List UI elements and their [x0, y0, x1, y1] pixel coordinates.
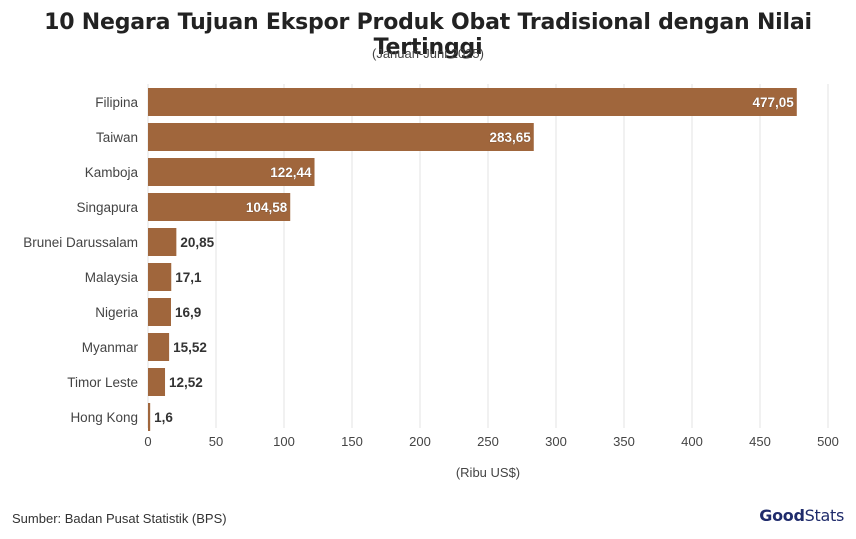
- data-label: 12,52: [169, 375, 203, 390]
- x-tick-label: 300: [545, 434, 567, 449]
- x-tick-label: 0: [144, 434, 151, 449]
- x-tick-label: 400: [681, 434, 703, 449]
- category-labels: Filipina Taiwan Kamboja Singapura Brunei Dar…: [23, 95, 138, 425]
- data-label: 1,6: [154, 410, 173, 425]
- data-label: 104,58: [246, 200, 288, 215]
- bar: [148, 193, 291, 221]
- x-tick-label: 100: [273, 434, 295, 449]
- x-tick-label: 350: [613, 434, 635, 449]
- category-label: Kamboja: [85, 165, 139, 180]
- bar: [148, 263, 172, 291]
- category-label: Myanmar: [82, 340, 139, 355]
- x-tick-label: 50: [209, 434, 223, 449]
- x-tick-label: 250: [477, 434, 499, 449]
- data-label: 15,52: [173, 340, 207, 355]
- x-tick-label: 500: [817, 434, 839, 449]
- category-label: Singapura: [76, 200, 138, 215]
- logo-good: Good: [759, 506, 805, 525]
- data-label: 122,44: [270, 165, 312, 180]
- data-label: 477,05: [752, 95, 794, 110]
- bars: 477,05 283,65 122,44 104,58 20,85 17,1 16,9 15,…: [148, 88, 797, 431]
- x-tick-label: 200: [409, 434, 431, 449]
- chart-subtitle: (Januari-Juni 2025): [371, 46, 484, 61]
- source-note: Sumber: Badan Pusat Statistik (BPS): [12, 511, 227, 526]
- bar: [148, 123, 534, 151]
- x-tick-label: 450: [749, 434, 771, 449]
- category-label: Taiwan: [96, 130, 138, 145]
- bar: [148, 333, 170, 361]
- chart-title: 10 Negara Tujuan Ekspor Produk Obat Trad…: [44, 10, 812, 60]
- bar: [148, 368, 166, 396]
- category-label: Filipina: [95, 95, 138, 110]
- data-label: 16,9: [175, 305, 201, 320]
- bar: [148, 298, 171, 326]
- logo-stats: Stats: [804, 506, 845, 525]
- category-label: Nigeria: [95, 305, 138, 320]
- x-axis-label: (Ribu US$): [456, 465, 520, 480]
- goodstats-logo: GoodStats: [759, 506, 844, 525]
- bar: [148, 228, 177, 256]
- bar: [148, 403, 151, 431]
- category-label: Malaysia: [85, 270, 139, 285]
- data-label: 283,65: [489, 130, 531, 145]
- x-axis-ticks: 0 50 100 150 200 250 300 350 400 450 500: [144, 434, 838, 449]
- data-label: 17,1: [175, 270, 202, 285]
- category-label: Hong Kong: [70, 410, 138, 425]
- bar: [148, 88, 797, 116]
- data-label: 20,85: [180, 235, 214, 250]
- x-tick-label: 150: [341, 434, 363, 449]
- category-label: Timor Leste: [67, 375, 138, 390]
- bar: [148, 158, 315, 186]
- category-label: Brunei Darussalam: [23, 235, 138, 250]
- bar-chart: 477,05 283,65 122,44 104,58 20,85 17,1 16,9 15,…: [23, 84, 839, 480]
